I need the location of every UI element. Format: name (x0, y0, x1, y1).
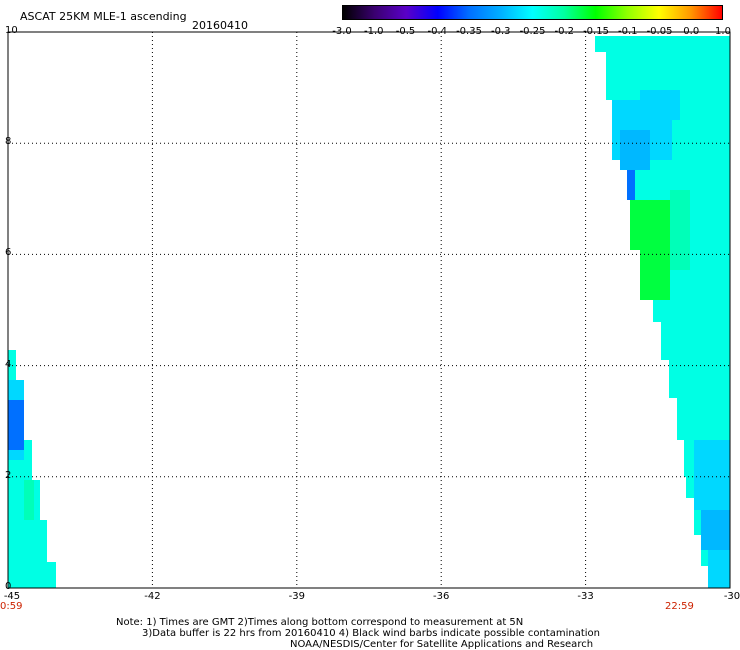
y-tick-label: 0 (5, 581, 12, 592)
time-label-right: 22:59 (665, 601, 694, 612)
left-swath-dark-patch (8, 400, 24, 450)
note-line-2: 3)Data buffer is 22 hrs from 20160410 4)… (142, 628, 600, 639)
right-swath-blue-patch (694, 440, 730, 510)
swath-layer (8, 36, 730, 588)
note-line-1: Note: 1) Times are GMT 2)Times along bot… (116, 617, 524, 628)
plot-frame (7, 31, 731, 589)
x-tick-label: -39 (288, 591, 305, 602)
right-swath-green-patch (630, 200, 650, 250)
x-tick-label: -30 (723, 591, 740, 602)
y-tick-label: 8 (5, 136, 12, 148)
y-tick-label: 4 (5, 358, 12, 370)
map-title: ASCAT 25KM MLE-1 ascending (20, 10, 187, 23)
x-tick-label: -45 (3, 591, 21, 602)
note-line-3: NOAA/NESDIS/Center for Satellite Applica… (290, 639, 594, 650)
y-tick-label: 6 (5, 247, 12, 259)
right-swath-blue-patch (640, 90, 680, 120)
x-tick-label: -33 (577, 591, 594, 602)
y-tick-label: 2 (5, 469, 12, 481)
right-swath-blue-patch (620, 130, 650, 170)
right-swath-blue-patch (701, 510, 730, 550)
time-label-left: 0:59 (0, 601, 23, 612)
right-swath-blue-patch (708, 550, 730, 588)
y-tick-label: 10 (5, 25, 18, 36)
map-date: 20160410 (192, 19, 248, 32)
x-tick-label: -42 (144, 591, 161, 602)
grid-lines (8, 32, 730, 588)
right-swath-dark-patch (627, 170, 635, 200)
left-swath-cyan-green-patch (24, 480, 34, 520)
colorbar (342, 5, 723, 20)
right-swath-cyan-green-patch (670, 190, 690, 270)
x-tick-label: -36 (433, 591, 450, 602)
